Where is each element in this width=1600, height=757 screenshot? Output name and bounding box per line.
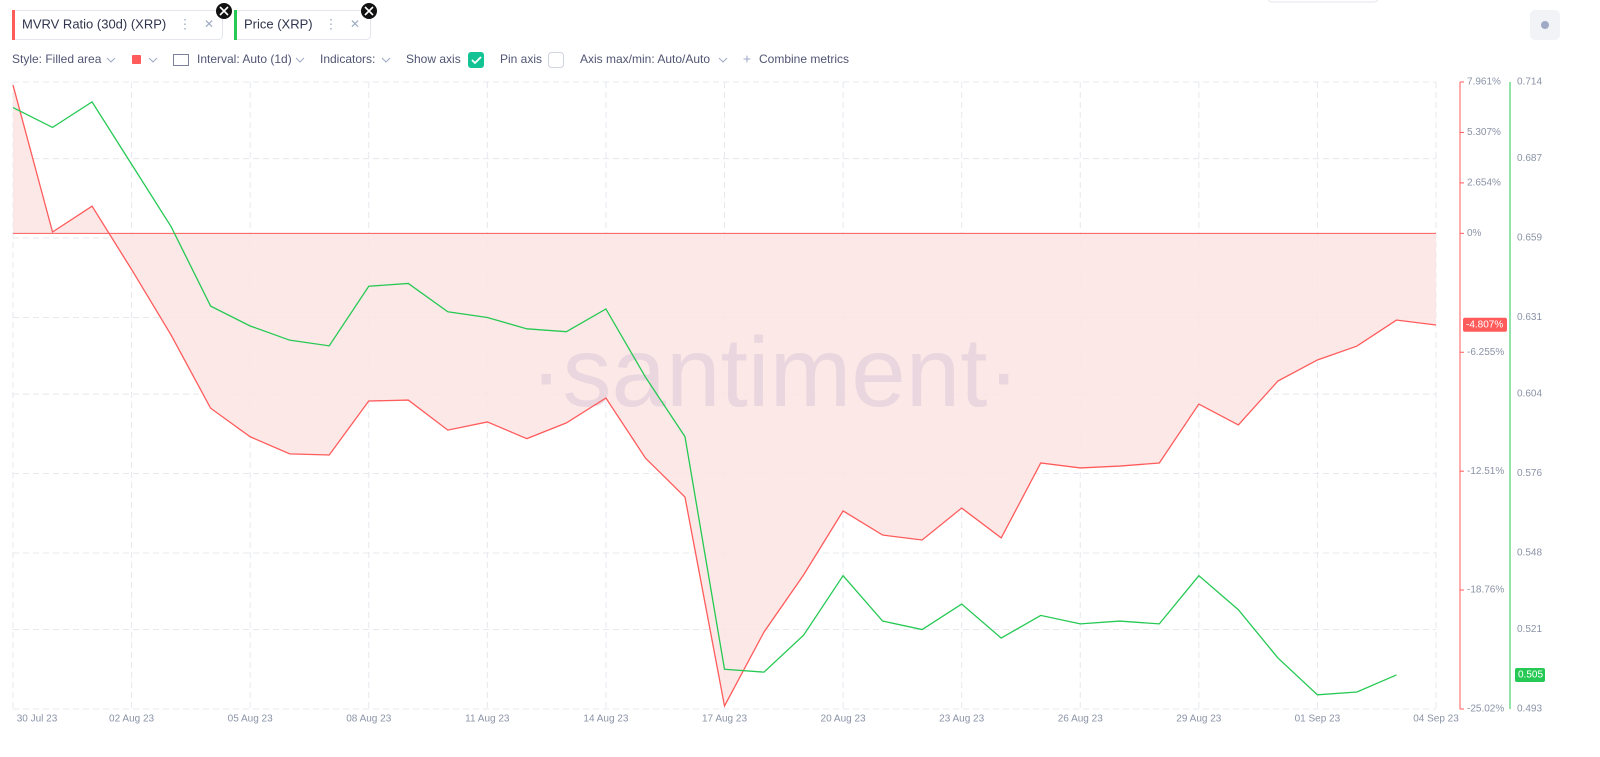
chevron xyxy=(718,57,728,63)
interval-dropdown[interactable]: Interval: Auto (1d) xyxy=(197,52,292,66)
color-picker[interactable] xyxy=(132,55,141,64)
y2-tick-label: 0.548 xyxy=(1517,548,1542,559)
tab-close[interactable] xyxy=(361,3,377,19)
chevron xyxy=(381,57,391,63)
x-tick-label: 01 Sep 23 xyxy=(1295,714,1341,725)
interval-icon xyxy=(173,54,189,66)
tab-close[interactable] xyxy=(216,3,232,19)
y-tick-label: 2.654% xyxy=(1467,178,1501,189)
svg-text:✕: ✕ xyxy=(204,17,214,31)
y-tick-label: 5.307% xyxy=(1467,127,1501,138)
plus-icon: + xyxy=(743,51,751,67)
pin-axis-label: Pin axis xyxy=(500,52,542,66)
y-tick-label: 7.961% xyxy=(1467,77,1501,88)
y-tick-label: 0% xyxy=(1467,228,1482,239)
settings-button[interactable] xyxy=(1530,10,1560,40)
current-value-marker xyxy=(1515,667,1545,682)
style-dropdown[interactable]: Style: Filled area xyxy=(12,52,102,66)
y2-tick-label: 0.659 xyxy=(1517,233,1542,244)
y-tick-label: -18.76% xyxy=(1467,585,1504,596)
y2-tick-label: 0.714 xyxy=(1517,77,1542,88)
svg-text:⋮: ⋮ xyxy=(325,16,338,31)
x-tick-label: 02 Aug 23 xyxy=(109,714,154,725)
y-tick-label: -6.255% xyxy=(1467,347,1504,358)
x-tick-label: 08 Aug 23 xyxy=(346,714,391,725)
x-tick-label: 05 Aug 23 xyxy=(228,714,273,725)
y-tick-label: -25.02% xyxy=(1467,704,1504,715)
svg-text:⋮: ⋮ xyxy=(179,16,192,31)
watermark: ·santiment· xyxy=(530,317,1020,427)
y2-tick-label: 0.493 xyxy=(1517,704,1542,715)
chevron xyxy=(295,57,305,63)
x-tick-label: 17 Aug 23 xyxy=(702,714,747,725)
y2-tick-label: 0.521 xyxy=(1517,624,1542,635)
axis-minmax-dropdown[interactable]: Axis max/min: Auto/Auto xyxy=(580,52,710,66)
show-axis-checkbox[interactable] xyxy=(468,52,484,68)
tab[interactable]: MVRV Ratio (30d) (XRP) ⋮ ✕ xyxy=(12,10,223,40)
current-value-marker xyxy=(1463,317,1507,332)
y2-tick-label: 0.631 xyxy=(1517,312,1542,323)
line xyxy=(12,100,1397,696)
tab-label: MVRV Ratio (30d) (XRP) xyxy=(22,16,166,31)
x-tick-label: 14 Aug 23 xyxy=(583,714,628,725)
pin-axis-checkbox[interactable] xyxy=(548,52,564,68)
svg-text:✕: ✕ xyxy=(350,17,360,31)
x-tick-label: 04 Sep 23 xyxy=(1413,714,1459,725)
x-tick-label: 26 Aug 23 xyxy=(1058,714,1103,725)
show-axis-label: Show axis xyxy=(406,52,461,66)
combine-metrics-button[interactable]: Combine metrics xyxy=(759,52,849,66)
current-value-label: -4.807% xyxy=(1466,319,1503,330)
y2-tick-label: 0.687 xyxy=(1517,153,1542,164)
area xyxy=(13,85,1436,706)
tab-label: Price (XRP) xyxy=(244,16,313,31)
x-tick-label: 30 Jul 23 xyxy=(17,714,58,725)
y-tick-label: -12.51% xyxy=(1467,466,1504,477)
tab[interactable]: Price (XRP) ⋮ ✕ xyxy=(234,10,371,40)
chevron xyxy=(148,57,158,63)
current-value-label: 0.505 xyxy=(1518,670,1543,681)
y2-tick-label: 0.604 xyxy=(1517,389,1542,400)
line xyxy=(12,84,1437,708)
x-tick-label: 23 Aug 23 xyxy=(939,714,984,725)
top-control xyxy=(1267,0,1379,3)
y2-tick-label: 0.576 xyxy=(1517,468,1542,479)
x-tick-label: 20 Aug 23 xyxy=(821,714,866,725)
x-tick-label: 11 Aug 23 xyxy=(465,714,510,725)
x-tick-label: 29 Aug 23 xyxy=(1176,714,1221,725)
indicators-dropdown[interactable]: Indicators: xyxy=(320,52,375,66)
chevron xyxy=(106,57,116,63)
